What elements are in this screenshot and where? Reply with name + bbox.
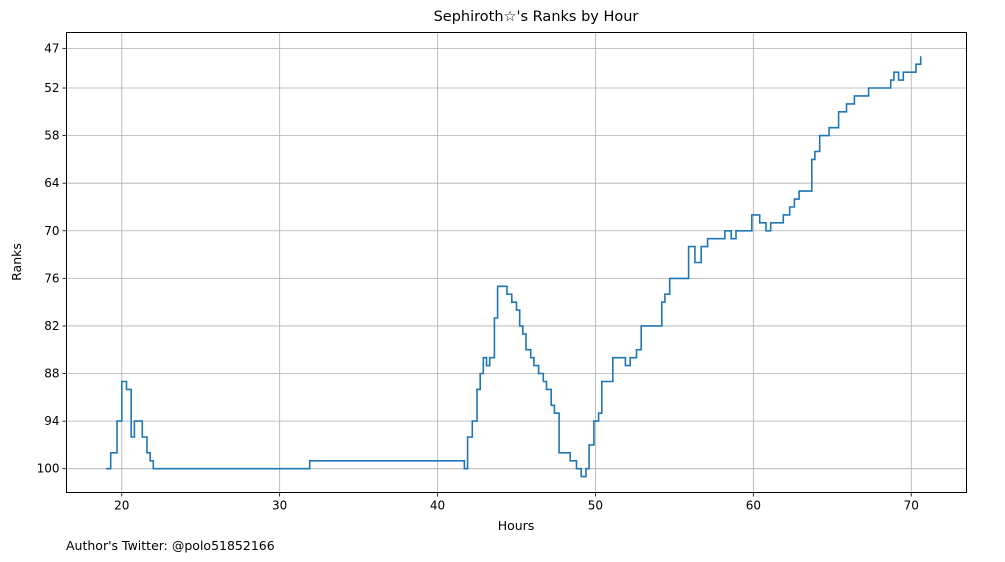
- rank-series-line: [106, 56, 922, 478]
- chart-title: Sephiroth☆'s Ranks by Hour: [434, 9, 639, 25]
- y-tick-label: 58: [44, 129, 59, 143]
- series-layer: [106, 56, 922, 478]
- x-axis-ticks: 20 30 40 50 60 70: [114, 492, 919, 513]
- y-tick-label: 52: [44, 81, 59, 95]
- y-tick-label: 88: [44, 367, 59, 381]
- x-tick-label: 70: [904, 499, 919, 513]
- x-tick-label: 30: [272, 499, 287, 513]
- rank-chart: Sephiroth☆'s Ranks by Hour 20 30 40 50 60 70 …: [9, 9, 967, 533]
- y-tick-label: 76: [44, 271, 59, 285]
- x-tick-label: 20: [114, 499, 129, 513]
- plot-frame: [66, 32, 967, 493]
- y-tick-label: 82: [44, 319, 59, 333]
- x-tick-label: 40: [430, 499, 445, 513]
- y-axis-ticks: 47 52 58 64 70 76 82 88 94 100: [37, 41, 67, 476]
- y-tick-label: 64: [44, 176, 59, 190]
- x-axis-label: Hours: [498, 518, 535, 533]
- y-tick-label: 94: [44, 414, 59, 428]
- y-tick-label: 47: [44, 41, 59, 55]
- grid: [66, 32, 967, 493]
- y-tick-label: 70: [44, 224, 59, 238]
- y-axis-label: Ranks: [9, 243, 24, 281]
- y-tick-label: 100: [37, 462, 60, 476]
- x-tick-label: 60: [746, 499, 761, 513]
- author-credit: Author's Twitter: @polo51852166: [66, 538, 275, 553]
- x-tick-label: 50: [588, 499, 603, 513]
